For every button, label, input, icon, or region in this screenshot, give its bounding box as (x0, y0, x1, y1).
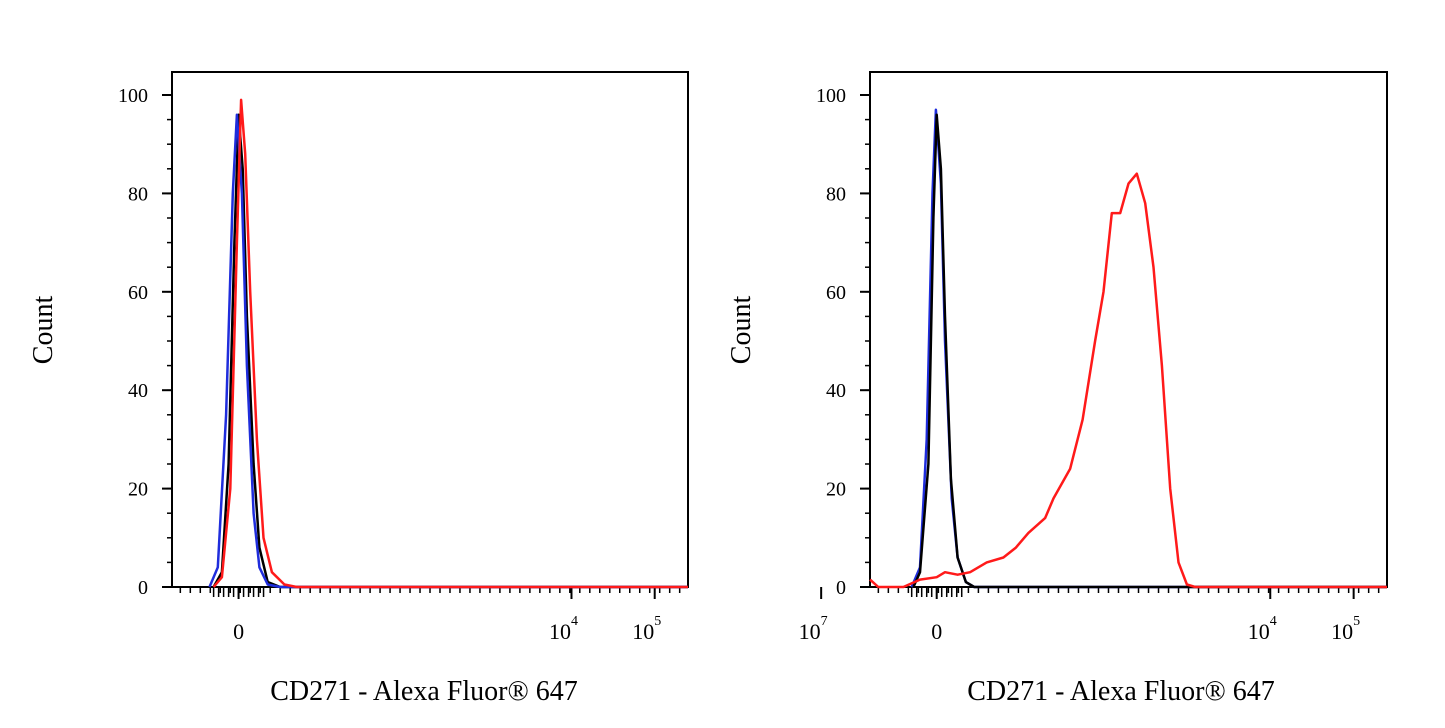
y-tick-label: 80 (128, 183, 148, 205)
histogram-series-line (208, 113, 688, 589)
x-tick-base: 10 (549, 619, 571, 644)
x-tick-exponent: 4 (1270, 614, 1277, 629)
x-tick-label: 104 (1248, 614, 1277, 644)
histogram-series-line (910, 108, 1387, 589)
x-tick-label: 107 (799, 614, 828, 644)
y-axis-ticks: 0 20 40 60 80 100 (118, 85, 172, 599)
x-tick-label: 105 (1331, 614, 1360, 644)
x-tick-base: 10 (1331, 619, 1353, 644)
y-tick-label: 100 (816, 85, 846, 107)
x-tick-label: 104 (549, 614, 578, 644)
histogram-panel-left: Count CD271 - Alexa Fluor® 647 020406080… (28, 71, 828, 707)
y-tick-label: 0 (836, 577, 846, 599)
y-tick-label: 40 (826, 380, 846, 402)
x-tick-label: 105 (632, 614, 661, 644)
y-tick-label: 60 (128, 282, 148, 304)
x-tick-base: 0 (233, 619, 244, 644)
x-tick-base: 10 (1248, 619, 1270, 644)
y-tick-label: 0 (138, 577, 148, 599)
x-tick-base: 10 (799, 619, 821, 644)
histogram-panel-right: Count CD271 - Alexa Fluor® 647 020406080… (726, 71, 1388, 707)
x-tick-label: 0 (233, 619, 244, 644)
y-tick-label: 60 (826, 282, 846, 304)
histogram-series-line (212, 98, 688, 589)
y-tick-label: 100 (118, 85, 148, 107)
x-tick-base: 10 (632, 619, 654, 644)
x-axis-label: CD271 - Alexa Fluor® 647 (967, 676, 1274, 707)
histogram-series-line (869, 172, 1387, 589)
series-group (208, 98, 688, 589)
y-tick-label: 20 (128, 479, 148, 501)
x-tick-exponent: 7 (821, 614, 828, 629)
y-tick-label: 20 (826, 479, 846, 501)
y-tick-label: 40 (128, 380, 148, 402)
plot-frame (869, 71, 1388, 588)
y-tick-label: 80 (826, 183, 846, 205)
histogram-series-line (212, 113, 688, 589)
x-axis-label: CD271 - Alexa Fluor® 647 (270, 676, 577, 707)
histogram-series-line (912, 113, 1387, 589)
x-tick-base: 0 (931, 619, 942, 644)
plot-frame (171, 71, 689, 588)
y-axis-ticks: 0 20 40 60 80 100 (816, 85, 870, 599)
y-axis-label: Count (28, 296, 59, 365)
y-axis-label: Count (726, 296, 757, 365)
x-tick-label: 0 (931, 619, 942, 644)
x-tick-exponent: 5 (654, 614, 661, 629)
series-group (869, 108, 1387, 589)
x-tick-exponent: 5 (1353, 614, 1360, 629)
x-tick-exponent: 4 (571, 614, 578, 629)
